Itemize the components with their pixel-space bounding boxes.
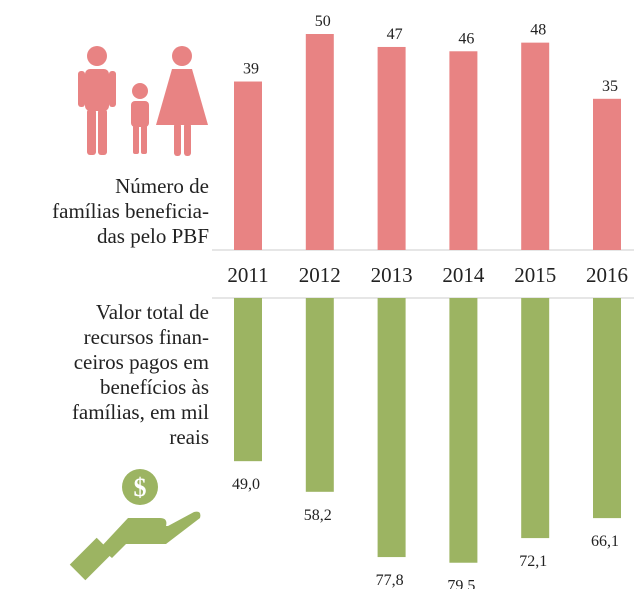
data-label: 48: [530, 22, 546, 39]
data-label: 72,1: [519, 553, 547, 570]
svg-text:$: $: [134, 473, 147, 502]
bar: [593, 98, 621, 250]
bar: [521, 42, 550, 250]
bar: [234, 81, 262, 251]
series-label: Número de famílias beneficia- das pelo P…: [52, 174, 209, 248]
bar: [449, 51, 478, 250]
data-label: 46: [458, 30, 474, 47]
x-tick-label: 2013: [371, 263, 413, 287]
x-tick-label: 2015: [514, 263, 556, 287]
data-label: 47: [387, 26, 403, 43]
bar: [305, 34, 334, 250]
family-icon: [78, 46, 208, 156]
bar: [234, 298, 262, 462]
x-tick-label: 2012: [299, 263, 341, 287]
data-label: 39: [243, 61, 259, 78]
bar: [593, 298, 621, 519]
data-label: 77,8: [376, 572, 404, 589]
data-label: 58,2: [304, 507, 332, 524]
bar: [377, 46, 406, 251]
data-label: 50: [315, 13, 331, 30]
data-label: 49,0: [232, 476, 260, 493]
x-tick-label: 2016: [586, 263, 628, 287]
data-label: 66,1: [591, 533, 619, 550]
bar: [521, 298, 550, 539]
money-hand-icon: $: [69, 469, 201, 581]
bar: [305, 298, 334, 492]
data-label: 35: [602, 78, 618, 95]
bar: [449, 298, 478, 563]
x-tick-label: 2014: [442, 263, 485, 287]
series-label: Valor total de recursos finan- ceiros pa…: [71, 300, 209, 449]
data-label: 79,5: [447, 578, 475, 589]
x-tick-label: 2011: [227, 263, 268, 287]
bar: [377, 298, 406, 558]
